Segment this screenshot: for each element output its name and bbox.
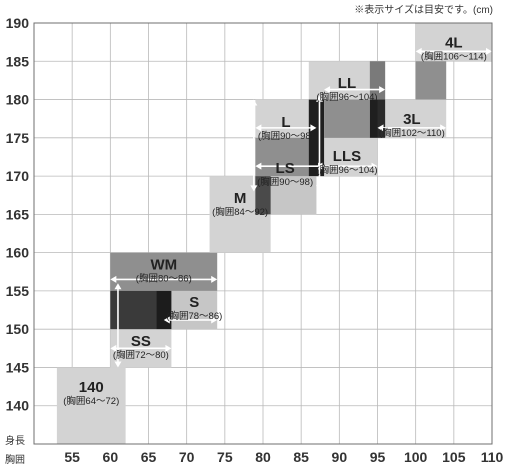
y-tick-label: 165 <box>6 206 30 222</box>
overlap-shade <box>255 176 271 215</box>
y-tick-label: 180 <box>6 92 30 108</box>
x-tick-label: 70 <box>179 449 195 465</box>
y-tick-label: 155 <box>6 283 30 299</box>
plot-area: 140(胸囲64〜72) SS(胸囲72〜80) WM(胸囲80〜86) S(胸囲78… <box>33 22 493 445</box>
arrow-head <box>371 162 378 170</box>
x-tick-label: 65 <box>141 449 157 465</box>
x-axis: 55 60 65 70 75 80 85 90 95 100 105 110 <box>64 449 503 465</box>
chest-range-label-ll: (胸囲96〜104) <box>316 91 377 103</box>
arrow-head <box>163 316 170 324</box>
chest-range-label-s: (胸囲78〜86) <box>166 310 222 322</box>
size-label-140: 140 <box>79 379 104 396</box>
arrow-head <box>255 124 262 132</box>
size-block-4l <box>415 23 492 62</box>
chest-range-label-3l: (胸囲102〜110) <box>379 127 445 139</box>
chest-range-label-m: (胸囲84〜92) <box>212 206 268 218</box>
x-tick-label: 95 <box>370 449 386 465</box>
size-label-4l: 4L <box>445 34 463 51</box>
x-tick-label: 80 <box>255 449 271 465</box>
chest-range-label-140: (胸囲64〜72) <box>63 395 119 407</box>
arrow-head <box>310 124 317 132</box>
chest-range-label-ls: (胸囲90〜98) <box>257 176 313 188</box>
arrow-head <box>211 275 218 283</box>
arrow-head <box>211 316 218 324</box>
overlap-shade <box>324 99 370 138</box>
size-label-lls: LLS <box>333 148 361 165</box>
arrow-head <box>379 86 386 94</box>
x-tick-label: 100 <box>404 449 428 465</box>
y-tick-label: 140 <box>6 398 30 414</box>
y-axis: 140 145 150 155 160 165 170 175 180 185 190 <box>6 15 30 414</box>
arrow-head <box>114 283 122 290</box>
size-label-ls: LS <box>276 160 295 177</box>
size-label-wm: WM <box>150 256 177 273</box>
size-block-s <box>171 290 218 330</box>
y-axis-title: 身長 <box>5 434 25 447</box>
arrow-head <box>316 162 323 170</box>
arrow-head <box>165 344 172 352</box>
size-label-ss: SS <box>131 333 151 350</box>
y-tick-label: 160 <box>6 245 30 261</box>
size-block-3l <box>377 99 447 138</box>
x-tick-label: 85 <box>293 449 309 465</box>
size-block-l <box>255 99 317 138</box>
x-tick-label: 75 <box>217 449 233 465</box>
chest-range-label-wm: (胸囲80〜86) <box>136 272 192 284</box>
arrow-head <box>110 275 117 283</box>
plot-frame <box>33 22 493 445</box>
overlap-shade <box>255 137 309 177</box>
overlap-shade <box>369 99 378 138</box>
size-note: ※表示サイズは目安です。(cm) <box>354 3 493 16</box>
overlap-shade <box>415 61 447 100</box>
size-block-140 <box>56 367 126 444</box>
y-tick-label: 145 <box>6 359 30 375</box>
overlap-shade <box>377 99 386 138</box>
chest-range-label-lls: (胸囲96〜104) <box>316 164 377 176</box>
arrow-head <box>324 86 331 94</box>
arrow-head <box>255 162 262 170</box>
x-tick-label: 90 <box>332 449 348 465</box>
size-label-ll: LL <box>338 75 356 92</box>
x-tick-label: 110 <box>481 449 504 465</box>
arrow-head <box>110 344 117 352</box>
size-block-lls <box>316 137 378 177</box>
range-arrows <box>110 47 492 368</box>
y-tick-label: 175 <box>6 130 30 146</box>
y-tick-label: 185 <box>6 53 30 69</box>
chest-range-label-ss: (胸囲72〜80) <box>113 349 169 361</box>
arrow-head <box>315 185 323 192</box>
y-tick-label: 150 <box>6 321 30 337</box>
size-block-wm <box>110 252 218 291</box>
y-tick-label: 190 <box>6 15 30 31</box>
size-label-s: S <box>189 294 199 311</box>
size-label-3l: 3L <box>403 111 421 128</box>
arrow-head <box>377 124 384 132</box>
x-tick-label: 105 <box>442 449 466 465</box>
arrow-head <box>415 47 422 55</box>
y-tick-label: 170 <box>6 168 30 184</box>
arrow-head <box>114 361 122 368</box>
arrow-head <box>486 47 492 55</box>
size-labels: 140(胸囲64〜72) SS(胸囲72〜80) WM(胸囲80〜86) S(胸囲78… <box>63 34 486 406</box>
arrow-head <box>250 185 258 192</box>
x-axis-title: 胸囲 <box>5 453 25 466</box>
x-tick-label: 60 <box>103 449 119 465</box>
size-label-l: L <box>281 114 290 131</box>
arrow-head <box>315 95 323 102</box>
arrow-head <box>250 99 258 106</box>
chest-range-label-4l: (胸囲106〜114) <box>421 50 487 62</box>
size-label-m: M <box>234 190 247 207</box>
arrow-head <box>440 124 447 132</box>
chest-range-label-l: (胸囲90〜98) <box>258 130 314 142</box>
x-tick-label: 55 <box>64 449 80 465</box>
